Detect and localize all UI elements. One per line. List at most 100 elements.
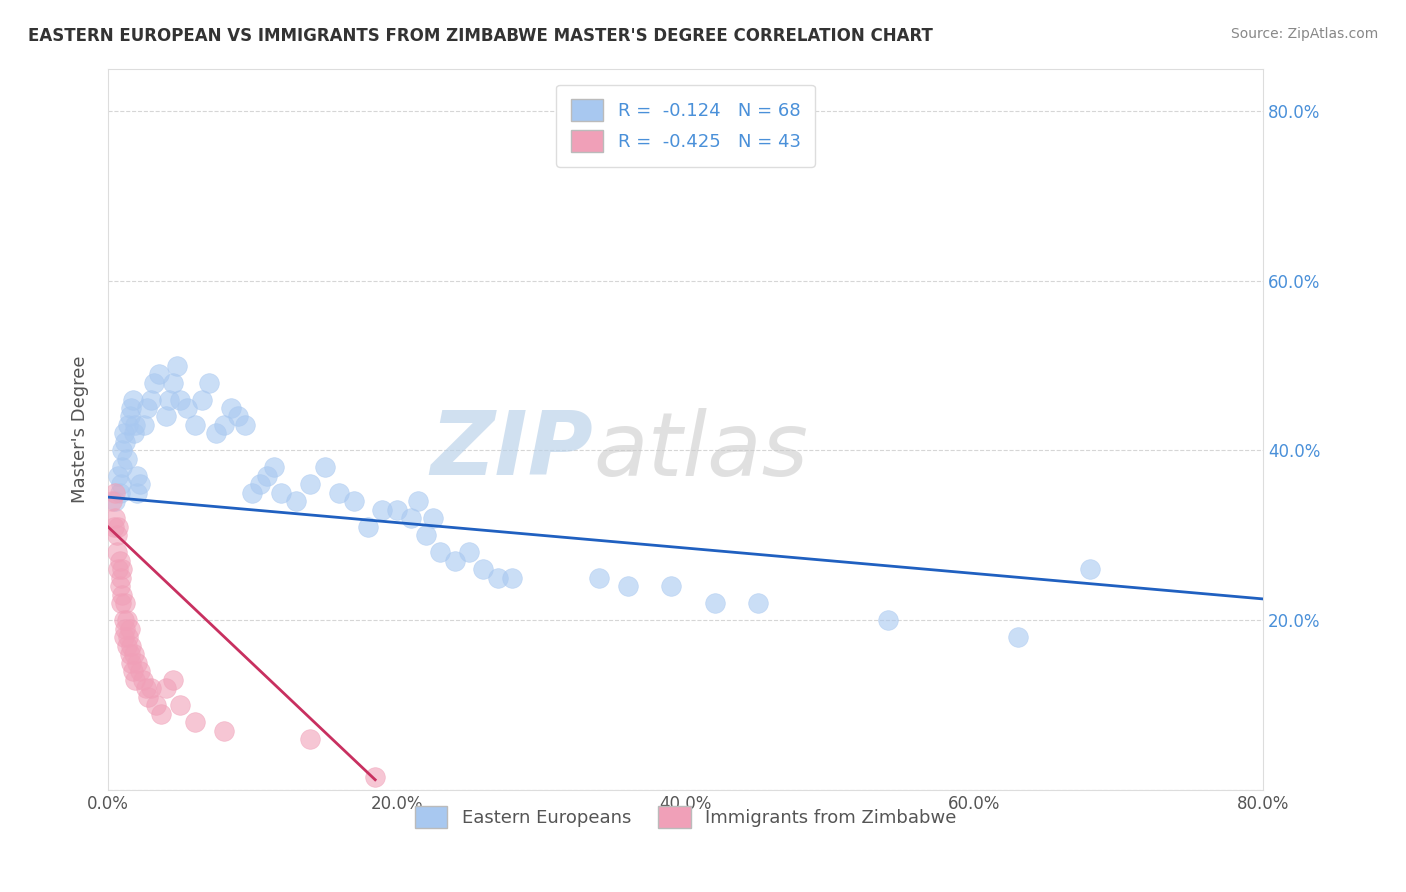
Point [169, 392, 191, 407]
Point [501, 571, 523, 585]
Point [299, 731, 322, 746]
Point [121, 392, 143, 407]
Point [117, 630, 139, 644]
Point [270, 486, 292, 500]
Point [118, 409, 141, 424]
Point [103, 520, 125, 534]
Point [155, 409, 177, 424]
Point [105, 528, 128, 542]
Point [408, 494, 430, 508]
Point [191, 392, 214, 407]
Point [118, 622, 141, 636]
Point [107, 469, 129, 483]
Point [486, 571, 509, 585]
Point [328, 486, 350, 500]
Point [125, 469, 148, 483]
Point [364, 770, 387, 784]
Point [111, 562, 134, 576]
Point [176, 401, 198, 415]
Point [148, 367, 170, 381]
Point [114, 622, 136, 636]
Point [212, 723, 235, 738]
Point [122, 647, 145, 661]
Point [659, 579, 682, 593]
Point [155, 681, 177, 695]
Point [233, 417, 256, 432]
Point [111, 588, 134, 602]
Point [115, 451, 138, 466]
Point [226, 409, 249, 424]
Point [150, 706, 173, 721]
Point [169, 698, 191, 712]
Point [472, 562, 495, 576]
Point [124, 673, 146, 687]
Point [256, 469, 278, 483]
Point [107, 562, 129, 576]
Point [747, 596, 769, 610]
Point [115, 613, 138, 627]
Point [263, 460, 285, 475]
Point [429, 545, 451, 559]
Point [124, 417, 146, 432]
Point [162, 376, 184, 390]
Point [135, 681, 157, 695]
Point [198, 376, 221, 390]
Point [110, 596, 132, 610]
Legend: Eastern Europeans, Immigrants from Zimbabwe: Eastern Europeans, Immigrants from Zimba… [408, 798, 963, 835]
Point [117, 417, 139, 432]
Point [120, 656, 142, 670]
Point [128, 477, 150, 491]
Point [617, 579, 640, 593]
Point [125, 486, 148, 500]
Point [110, 571, 132, 585]
Text: ZIP: ZIP [430, 408, 593, 494]
Point [371, 503, 394, 517]
Point [101, 494, 124, 508]
Point [125, 656, 148, 670]
Point [205, 426, 228, 441]
Point [122, 426, 145, 441]
Point [131, 673, 153, 687]
Point [104, 511, 127, 525]
Point [128, 664, 150, 678]
Point [1007, 630, 1029, 644]
Point [443, 554, 465, 568]
Point [162, 673, 184, 687]
Point [120, 401, 142, 415]
Text: atlas: atlas [593, 408, 808, 494]
Point [588, 571, 610, 585]
Point [1078, 562, 1101, 576]
Point [157, 392, 180, 407]
Point [314, 460, 336, 475]
Point [166, 359, 188, 373]
Point [401, 511, 423, 525]
Point [114, 596, 136, 610]
Point [141, 681, 163, 695]
Point [111, 443, 134, 458]
Point [141, 392, 163, 407]
Point [422, 511, 444, 525]
Point [108, 554, 131, 568]
Point [121, 664, 143, 678]
Point [112, 630, 135, 644]
Point [458, 545, 481, 559]
Y-axis label: Master's Degree: Master's Degree [72, 356, 89, 503]
Point [357, 520, 380, 534]
Point [136, 401, 159, 415]
Point [219, 401, 242, 415]
Point [183, 417, 205, 432]
Point [342, 494, 364, 508]
Point [249, 477, 271, 491]
Point [105, 545, 128, 559]
Point [104, 494, 127, 508]
Point [107, 520, 129, 534]
Point [183, 714, 205, 729]
Text: EASTERN EUROPEAN VS IMMIGRANTS FROM ZIMBABWE MASTER'S DEGREE CORRELATION CHART: EASTERN EUROPEAN VS IMMIGRANTS FROM ZIMB… [28, 27, 934, 45]
Point [118, 647, 141, 661]
Point [110, 477, 132, 491]
Point [138, 690, 160, 704]
Point [876, 613, 898, 627]
Point [108, 486, 131, 500]
Point [114, 434, 136, 449]
Point [242, 486, 264, 500]
